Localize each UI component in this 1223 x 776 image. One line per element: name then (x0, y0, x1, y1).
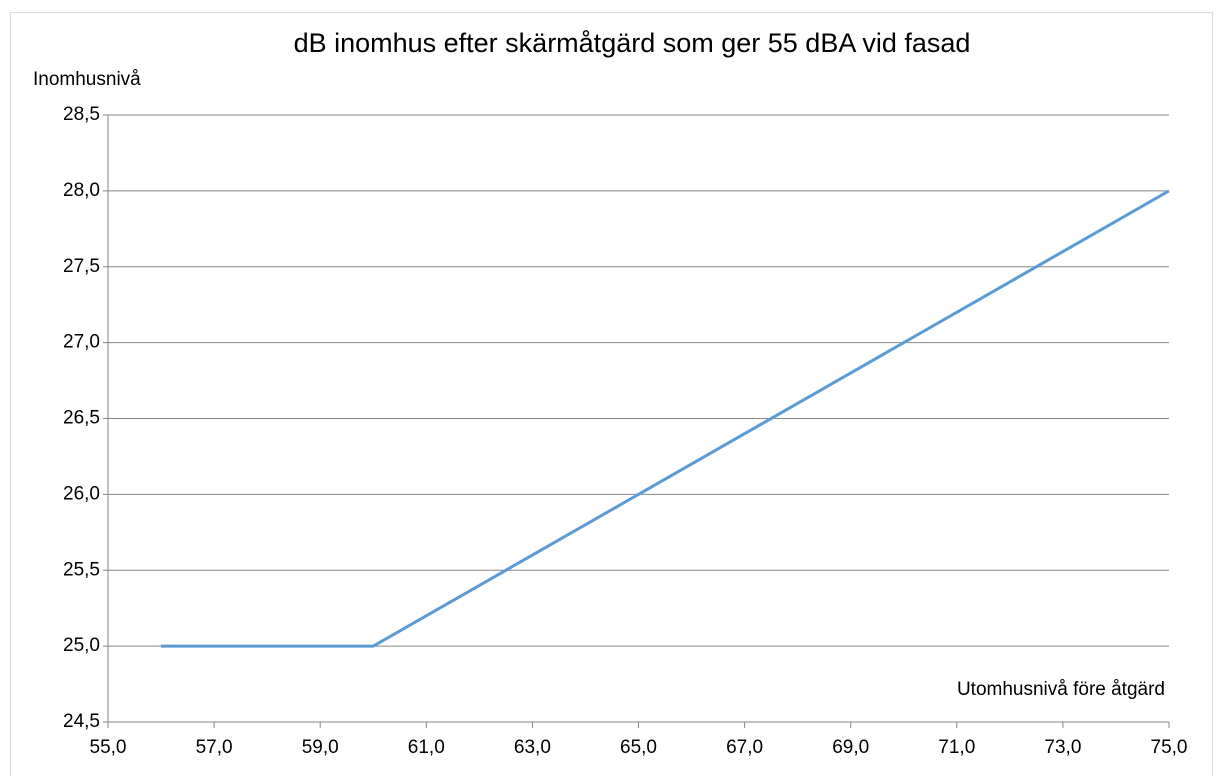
y-tick-label: 24,5 (63, 711, 100, 732)
y-tick-label: 28,0 (63, 180, 100, 201)
y-tick-label: 27,5 (63, 256, 100, 277)
y-tick-label: 26,0 (63, 483, 100, 504)
x-tick-label: 61,0 (408, 737, 445, 758)
line-series (161, 189, 1170, 648)
x-tick-label: 69,0 (832, 737, 869, 758)
chart-title: dB inomhus efter skärmåtgärd som ger 55 … (294, 28, 971, 58)
x-tick-label: 55,0 (90, 737, 127, 758)
y-axis-label: Inomhusnivå (33, 69, 141, 90)
y-tick-label: 26,5 (63, 408, 100, 429)
chart-frame (10, 12, 1213, 776)
y-tick-label: 27,0 (63, 332, 100, 353)
x-tick-label: 67,0 (726, 737, 763, 758)
y-tick-label: 25,0 (63, 635, 100, 656)
x-axis-label: Utomhusnivå före åtgärd (957, 679, 1165, 700)
y-tick-label: 28,5 (63, 104, 100, 125)
x-tick-label: 57,0 (196, 737, 233, 758)
y-tick-label: 25,5 (63, 559, 100, 580)
x-tick-label: 75,0 (1151, 737, 1188, 758)
x-tick-label: 65,0 (620, 737, 657, 758)
x-tick-label: 71,0 (938, 737, 975, 758)
x-tick-label: 73,0 (1044, 737, 1081, 758)
x-tick-label: 59,0 (302, 737, 339, 758)
x-tick-label: 63,0 (514, 737, 551, 758)
